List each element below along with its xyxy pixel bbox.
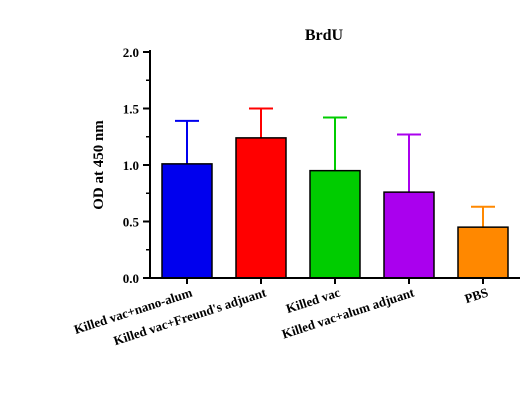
y-axis: 0.0 0.5 1.0 1.5 2.0 xyxy=(123,45,151,286)
y-tick-label: 0.5 xyxy=(123,215,140,230)
y-tick-label: 1.5 xyxy=(123,102,140,117)
bar xyxy=(457,226,509,279)
y-axis-label: OD at 450 nm xyxy=(91,120,107,210)
bars xyxy=(161,107,509,279)
x-tick-label: PBS xyxy=(463,285,490,307)
bar xyxy=(383,191,435,279)
y-tick-label: 1.0 xyxy=(123,158,139,173)
chart-title: BrdU xyxy=(305,27,344,44)
y-tick-label: 2.0 xyxy=(123,45,139,60)
bar xyxy=(161,163,213,279)
bar xyxy=(309,169,361,279)
y-tick-label: 0.0 xyxy=(123,271,139,286)
x-tick-label: Killed vac+alum adjuant xyxy=(280,284,417,341)
bar xyxy=(235,137,287,279)
